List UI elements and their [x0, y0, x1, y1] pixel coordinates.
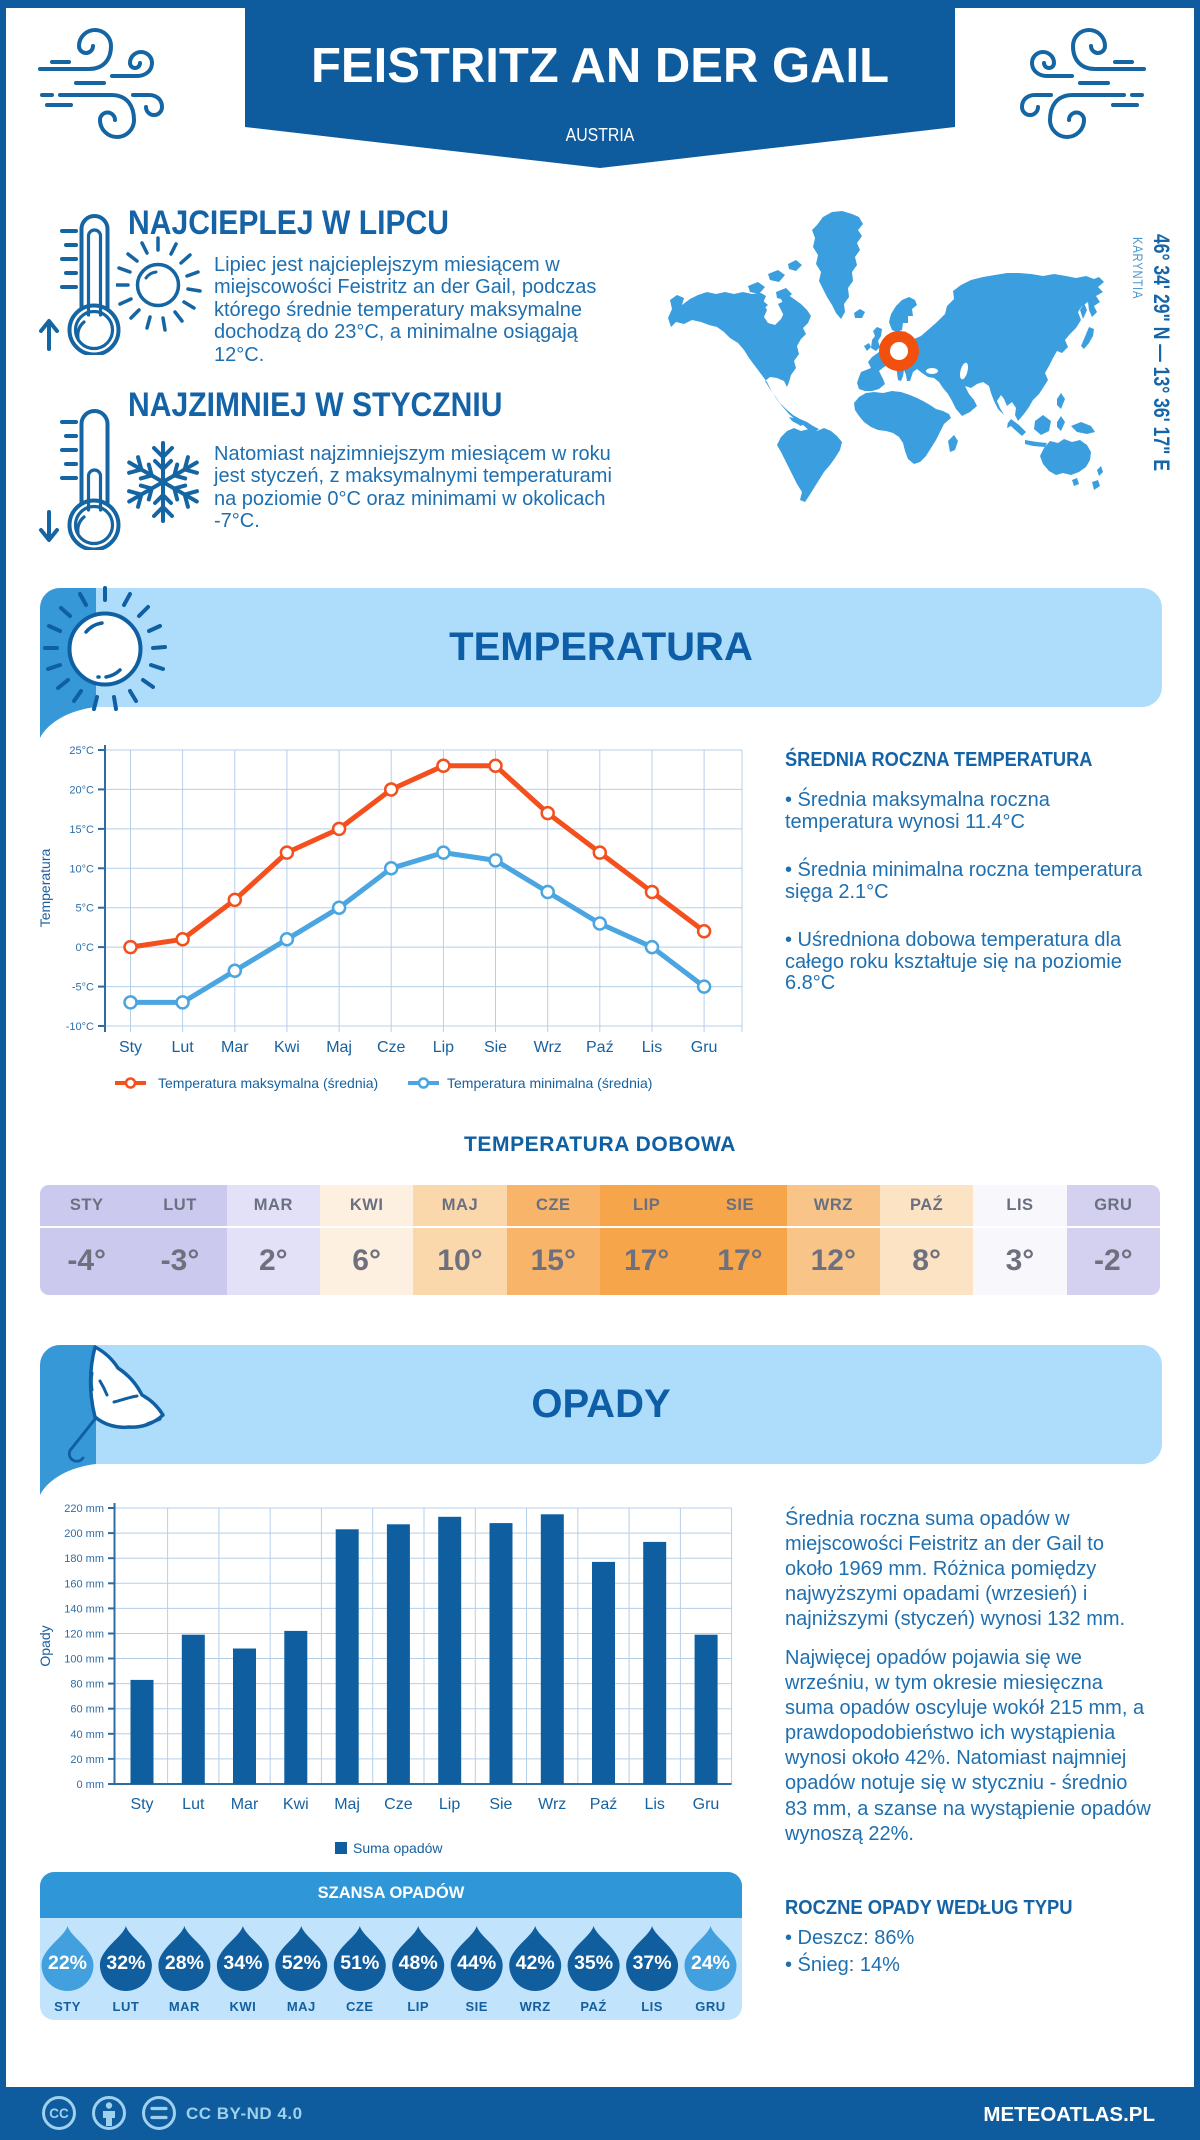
svg-text:160 mm: 160 mm — [64, 1578, 104, 1590]
svg-text:Suma opadów: Suma opadów — [353, 1840, 443, 1856]
svg-text:Maj: Maj — [334, 1796, 360, 1813]
svg-text:Wrz: Wrz — [538, 1796, 566, 1813]
svg-text:Cze: Cze — [377, 1039, 406, 1056]
svg-text:100 mm: 100 mm — [64, 1654, 104, 1666]
svg-text:Lut: Lut — [171, 1039, 194, 1056]
svg-text:Temperatura minimalna (średnia: Temperatura minimalna (średnia) — [447, 1075, 652, 1091]
svg-text:42%: 42% — [516, 1952, 555, 1974]
svg-text:-10°C: -10°C — [66, 1021, 94, 1033]
svg-text:Kwi: Kwi — [274, 1039, 300, 1056]
svg-text:KWI: KWI — [230, 1999, 257, 2014]
svg-text:34%: 34% — [223, 1952, 262, 1974]
svg-text:0°C: 0°C — [76, 942, 95, 954]
svg-text:Mar: Mar — [231, 1796, 259, 1813]
svg-text:200 mm: 200 mm — [64, 1528, 104, 1540]
svg-text:35%: 35% — [574, 1952, 613, 1974]
svg-text:LIP: LIP — [407, 1999, 429, 2014]
svg-text:Wrz: Wrz — [534, 1039, 562, 1056]
svg-text:LUT: LUT — [113, 1999, 140, 2014]
svg-text:0 mm: 0 mm — [77, 1779, 105, 1791]
svg-text:Opady: Opady — [40, 1625, 53, 1666]
svg-text:40 mm: 40 mm — [70, 1729, 104, 1741]
svg-text:32%: 32% — [106, 1952, 145, 1974]
svg-text:Paź: Paź — [590, 1796, 618, 1813]
svg-text:Lis: Lis — [644, 1796, 664, 1813]
svg-text:52%: 52% — [282, 1952, 321, 1974]
svg-text:180 mm: 180 mm — [64, 1553, 104, 1565]
svg-text:140 mm: 140 mm — [64, 1603, 104, 1615]
svg-text:Lip: Lip — [439, 1796, 460, 1813]
svg-text:22%: 22% — [48, 1952, 87, 1974]
svg-text:Lis: Lis — [642, 1039, 662, 1056]
svg-text:220 mm: 220 mm — [64, 1503, 104, 1515]
svg-text:WRZ: WRZ — [520, 1999, 551, 2014]
svg-text:SIE: SIE — [465, 1999, 487, 2014]
svg-text:Lut: Lut — [182, 1796, 205, 1813]
svg-text:120 mm: 120 mm — [64, 1629, 104, 1641]
svg-text:Temperatura: Temperatura — [40, 848, 53, 927]
svg-text:10°C: 10°C — [69, 863, 94, 875]
svg-text:Sie: Sie — [484, 1039, 507, 1056]
svg-text:CZE: CZE — [346, 1999, 374, 2014]
svg-text:Lip: Lip — [433, 1039, 454, 1056]
svg-text:GRU: GRU — [695, 1999, 725, 2014]
svg-text:Sty: Sty — [119, 1039, 142, 1056]
svg-text:MAR: MAR — [169, 1999, 200, 2014]
svg-text:28%: 28% — [165, 1952, 204, 1974]
svg-text:Gru: Gru — [693, 1796, 720, 1813]
svg-text:20 mm: 20 mm — [70, 1754, 104, 1766]
svg-text:Sty: Sty — [130, 1796, 153, 1813]
svg-text:Mar: Mar — [221, 1039, 249, 1056]
svg-text:Maj: Maj — [326, 1039, 352, 1056]
svg-text:60 mm: 60 mm — [70, 1704, 104, 1716]
svg-text:20°C: 20°C — [69, 784, 94, 796]
svg-text:PAŹ: PAŹ — [580, 1999, 607, 2014]
svg-text:STY: STY — [54, 1999, 81, 2014]
svg-text:24%: 24% — [691, 1952, 730, 1974]
svg-text:CC: CC — [49, 2106, 69, 2121]
svg-text:Sie: Sie — [489, 1796, 512, 1813]
svg-text:Kwi: Kwi — [283, 1796, 309, 1813]
svg-text:Cze: Cze — [384, 1796, 413, 1813]
svg-text:MAJ: MAJ — [287, 1999, 316, 2014]
svg-text:Temperatura maksymalna (średni: Temperatura maksymalna (średnia) — [158, 1075, 378, 1091]
svg-text:44%: 44% — [457, 1952, 496, 1974]
svg-text:5°C: 5°C — [76, 903, 95, 915]
svg-text:48%: 48% — [399, 1952, 438, 1974]
svg-text:Gru: Gru — [691, 1039, 718, 1056]
svg-text:15°C: 15°C — [69, 824, 94, 836]
svg-text:51%: 51% — [340, 1952, 379, 1974]
svg-text:LIS: LIS — [641, 1999, 663, 2014]
svg-text:-5°C: -5°C — [72, 982, 94, 994]
svg-text:25°C: 25°C — [69, 745, 94, 757]
svg-text:37%: 37% — [633, 1952, 672, 1974]
svg-text:80 mm: 80 mm — [70, 1679, 104, 1691]
svg-text:Paź: Paź — [586, 1039, 614, 1056]
